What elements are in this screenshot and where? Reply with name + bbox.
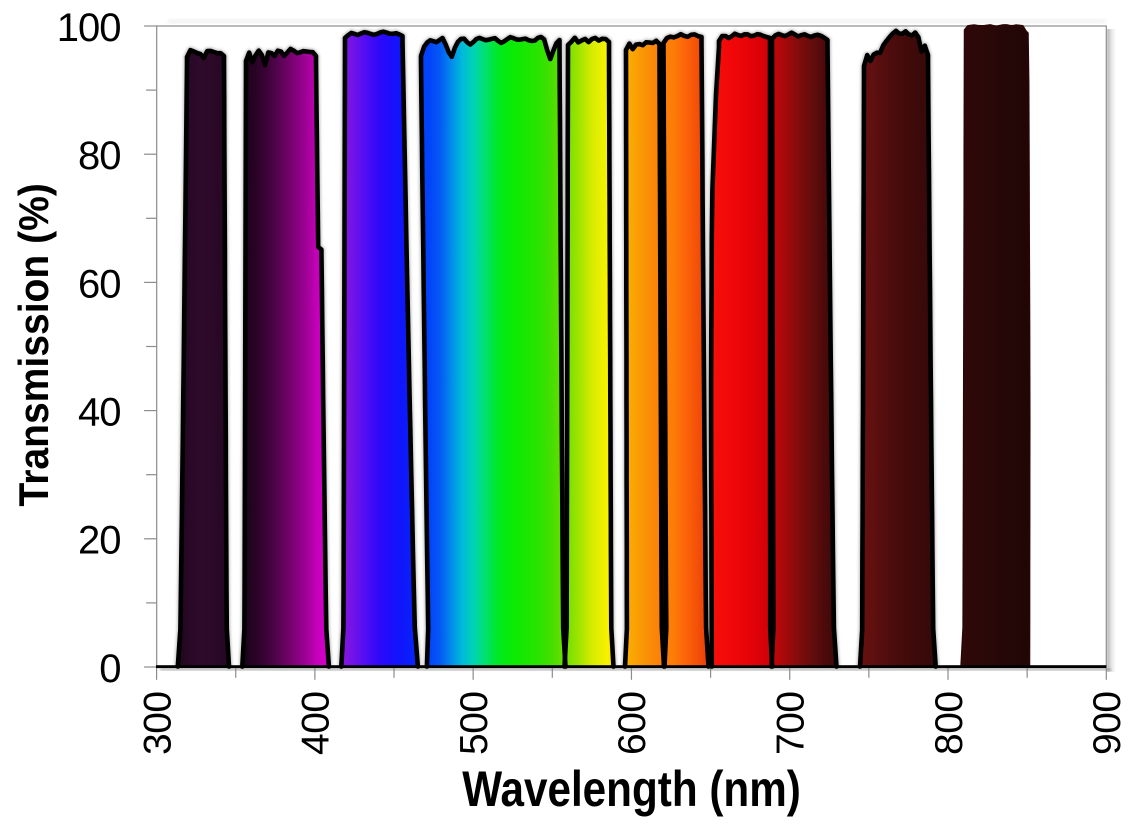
svg-text:60: 60 — [78, 262, 121, 306]
svg-text:900: 900 — [1086, 691, 1129, 755]
svg-text:20: 20 — [78, 519, 121, 563]
svg-text:80: 80 — [78, 134, 121, 178]
svg-text:600: 600 — [611, 691, 654, 755]
svg-text:40: 40 — [78, 391, 121, 435]
svg-text:300: 300 — [136, 691, 179, 755]
svg-text:Wavelength (nm): Wavelength (nm) — [462, 761, 801, 817]
svg-text:500: 500 — [453, 691, 496, 755]
svg-text:Transmission (%): Transmission (%) — [10, 183, 58, 506]
svg-text:800: 800 — [928, 691, 971, 755]
svg-text:0: 0 — [99, 647, 120, 691]
svg-text:700: 700 — [770, 691, 813, 755]
svg-text:100: 100 — [57, 6, 121, 50]
svg-text:400: 400 — [295, 691, 338, 755]
